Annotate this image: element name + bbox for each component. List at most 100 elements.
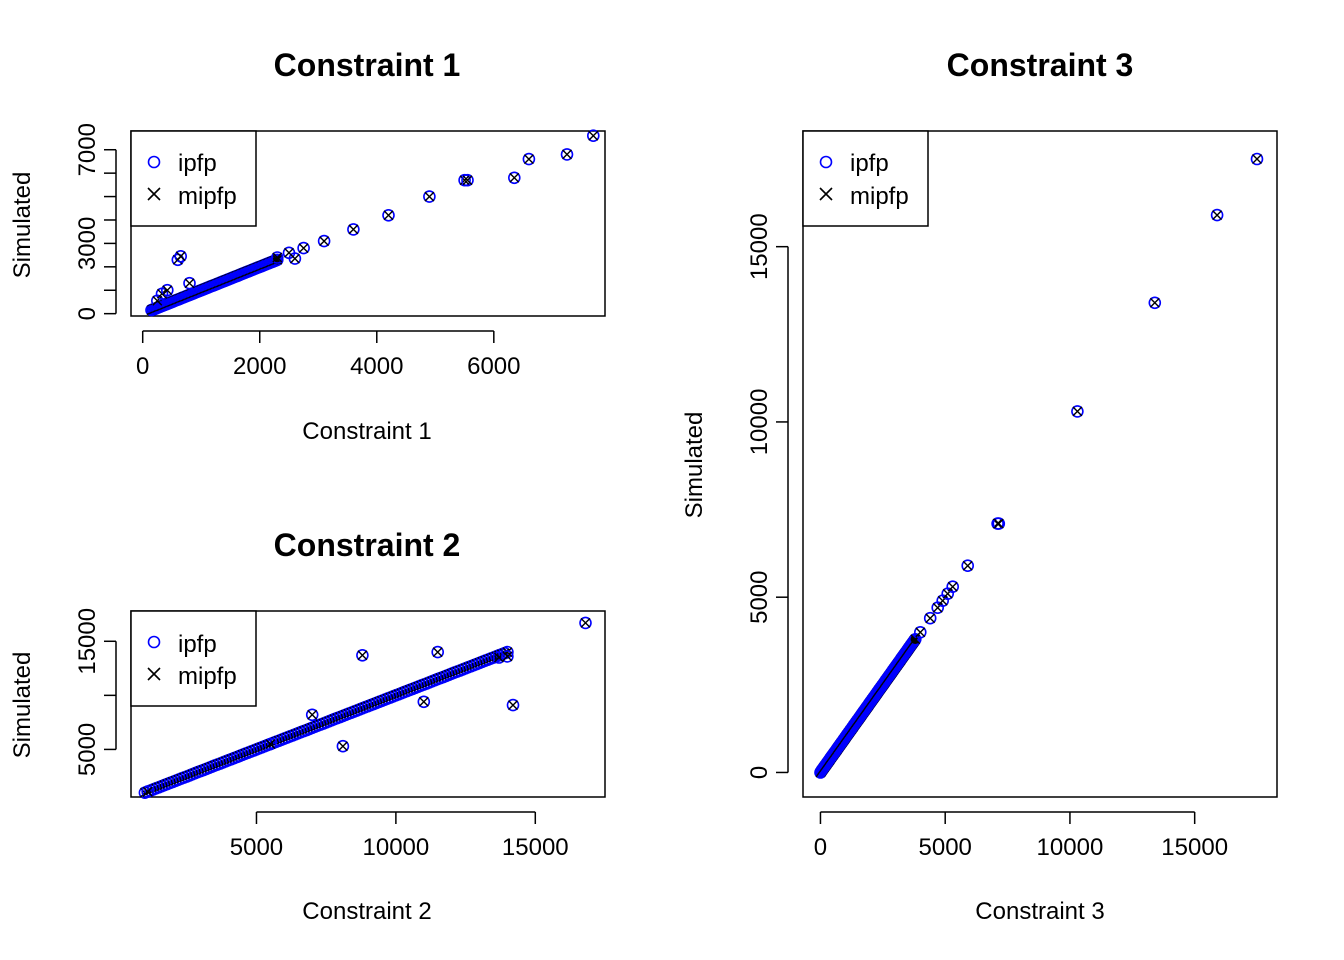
ipfp-point xyxy=(579,616,592,630)
ipfp-point xyxy=(270,251,284,264)
ipfp-point xyxy=(382,209,395,222)
legend-box xyxy=(130,610,257,707)
mipfp-point xyxy=(418,696,429,707)
x-axis-label: Constraint 2 xyxy=(302,898,431,925)
ipfp-point xyxy=(183,276,196,290)
ipfp-point xyxy=(431,645,445,659)
mipfp-point xyxy=(1252,154,1262,164)
ipfp-point xyxy=(1250,152,1264,166)
ipfp-point xyxy=(992,517,1006,530)
ipfp-point xyxy=(506,698,520,712)
panel-title: Constraint 3 xyxy=(947,47,1134,83)
panel-constraint-1: Constraint 1 Constraint 1 Simulated 0 200… xyxy=(9,47,606,445)
legend-box xyxy=(802,130,929,227)
y-tick-label: 0 xyxy=(74,307,101,320)
y-tick-label: 5000 xyxy=(74,723,101,776)
legend-label-mipfp: mipfp xyxy=(178,663,237,690)
plot-frame xyxy=(802,130,1278,798)
ipfp-point xyxy=(305,708,319,722)
mipfp-point xyxy=(993,518,1004,529)
mipfp-point xyxy=(289,253,300,264)
legend-cross-icon xyxy=(819,187,833,201)
x-tick-label: 10000 xyxy=(1037,834,1104,861)
mipfp-point xyxy=(937,595,948,606)
ipfp-point xyxy=(423,190,436,203)
mipfp-point xyxy=(942,588,953,599)
legend-box xyxy=(130,130,257,227)
legend-label-mipfp: mipfp xyxy=(850,183,909,210)
mipfp-point xyxy=(272,252,283,263)
ipfp-point xyxy=(264,737,277,751)
ipfp-point xyxy=(347,223,360,236)
mipfp-point xyxy=(947,581,958,592)
mipfp-point xyxy=(459,175,470,186)
legend-label-mipfp: mipfp xyxy=(178,183,237,210)
ipfp-point xyxy=(161,283,174,297)
mipfp-point xyxy=(1072,406,1083,417)
legend-label-ipfp: ipfp xyxy=(178,150,217,177)
legend-cross-icon xyxy=(147,187,161,201)
legend-circle-icon xyxy=(147,635,161,649)
mipfp-point xyxy=(925,613,936,624)
mipfp-point xyxy=(307,709,318,720)
mipfp-point xyxy=(383,210,394,221)
y-tick-label: 5000 xyxy=(746,571,773,624)
mipfp-point xyxy=(1212,210,1223,221)
legend-label-ipfp: ipfp xyxy=(178,631,217,658)
mipfp-point xyxy=(580,617,591,628)
y-tick-label: 15000 xyxy=(746,213,773,280)
x-tick-label: 10000 xyxy=(363,834,430,861)
ipfp-point xyxy=(1210,208,1224,222)
mipfp-point xyxy=(337,741,348,752)
mipfp-point xyxy=(502,651,513,662)
mipfp-point xyxy=(424,191,435,202)
y-axis-label: Simulated xyxy=(9,652,36,759)
mipfp-point xyxy=(152,295,163,306)
mipfp-point xyxy=(962,560,973,571)
ipfp-point xyxy=(336,739,350,753)
ipfp-point xyxy=(507,171,521,185)
y-axis-label: Simulated xyxy=(9,172,36,279)
x-tick-label: 0 xyxy=(814,834,827,861)
y-tick-label: 15000 xyxy=(74,608,101,675)
x-axis-label: Constraint 1 xyxy=(302,418,431,445)
mipfp-point xyxy=(157,288,167,299)
y-tick-label: 0 xyxy=(746,766,773,779)
ipfp-point xyxy=(586,129,600,142)
panel-title: Constraint 1 xyxy=(274,47,461,83)
mipfp-point xyxy=(932,602,943,613)
ipfp-point xyxy=(317,234,331,248)
mipfp-point xyxy=(162,285,173,296)
mipfp-point xyxy=(319,236,330,247)
ipfp-point xyxy=(297,241,310,255)
mipfp-point xyxy=(915,627,926,638)
panel-constraint-3: Constraint 3 Constraint 3 Simulated 0 500… xyxy=(681,47,1278,925)
mipfp-point xyxy=(298,243,309,254)
mipfp-point xyxy=(357,650,368,661)
legend-circle-icon xyxy=(819,155,833,169)
data-points xyxy=(814,152,1264,779)
ipfp-point xyxy=(501,650,514,663)
ipfp-point xyxy=(923,611,937,625)
mipfp-point xyxy=(523,154,534,165)
y-tick-label: 10000 xyxy=(746,389,773,456)
mipfp-point xyxy=(265,739,276,749)
mipfp-point xyxy=(184,278,195,289)
panel-constraint-2: Constraint 2 Constraint 2 Simulated 5000… xyxy=(9,527,606,925)
mipfp-point xyxy=(910,634,921,645)
mipfp-point xyxy=(175,251,186,262)
data-points xyxy=(145,129,600,317)
mipfp-point xyxy=(508,700,518,711)
x-axis-label: Constraint 3 xyxy=(975,898,1104,925)
mipfp-point xyxy=(1149,297,1160,308)
data-points xyxy=(138,616,592,800)
ipfp-point xyxy=(1148,296,1162,310)
mipfp-point xyxy=(509,172,520,183)
ipfp-point xyxy=(1071,405,1084,418)
x-tick-label: 2000 xyxy=(233,353,286,380)
x-tick-label: 0 xyxy=(136,353,149,380)
ipfp-point xyxy=(946,580,960,594)
legend-circle-icon xyxy=(147,155,161,169)
ipfp-point xyxy=(141,785,154,798)
